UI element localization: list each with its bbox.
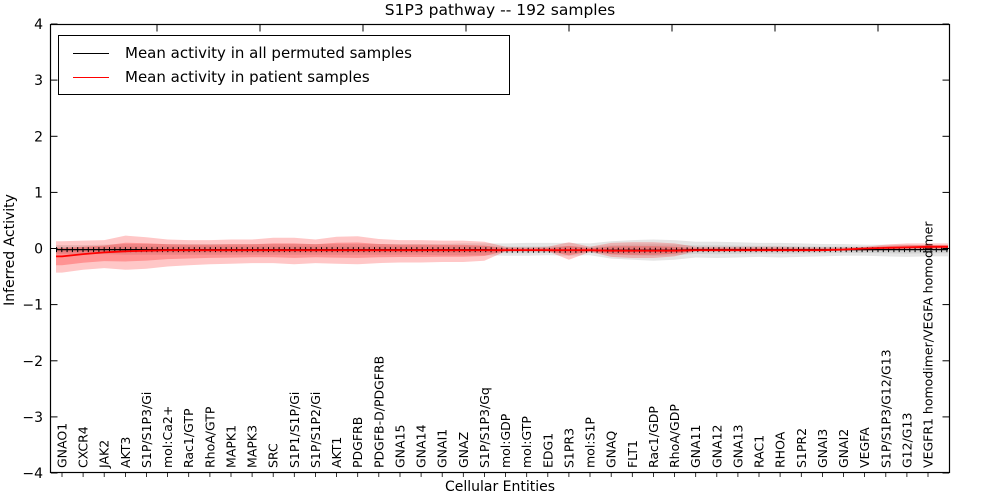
y-tick-labels: −4 −3 −2 −1 0 1 2 3 4 (22, 17, 43, 482)
x-tick-label: MAPK3 (245, 425, 260, 468)
patient-band-outer (56, 235, 948, 273)
x-tick-label: MAPK1 (223, 425, 238, 468)
x-tick-label: GNA13 (730, 425, 745, 469)
permuted-line-swatch (73, 52, 109, 54)
x-tick-label: RAC1 (752, 435, 767, 468)
x-tick-label: GNAO1 (55, 423, 70, 468)
axis-ticks (51, 23, 949, 477)
x-tick-label: GNAI3 (815, 429, 830, 468)
x-tick-label: RhoA/GTP (202, 406, 217, 468)
x-tick-label: mol:GDP (498, 413, 513, 468)
x-tick-label: RHOA (773, 431, 788, 468)
legend-label-permuted: Mean activity in all permuted samples (125, 44, 412, 62)
x-tick-label: S1P1/S1P/Gi (287, 392, 302, 468)
x-tick-label: mol:GTP (519, 416, 534, 468)
y-tick-label: 0 (34, 242, 43, 258)
x-tick-label: GNA12 (709, 425, 724, 469)
x-tick-label: AKT1 (329, 437, 344, 468)
chart-title: S1P3 pathway -- 192 samples (384, 1, 616, 19)
x-tick-label: S1P/S1P2/Gi (308, 392, 323, 468)
x-tick-label: EDG1 (540, 433, 555, 468)
legend-label-patient: Mean activity in patient samples (125, 68, 370, 86)
x-tick-label: S1P/S1P3/Gi (139, 392, 154, 468)
x-tick-label: S1P/S1P3/Gq (477, 387, 492, 468)
x-tick-label: GNA11 (688, 425, 703, 469)
x-tick-label: S1P/S1P3/G12/G13 (878, 349, 893, 468)
y-tick-label: 1 (34, 185, 43, 201)
x-tick-label: GNAQ (604, 431, 619, 468)
x-axis-label: Cellular Entities (444, 479, 556, 495)
y-tick-label: −4 (22, 466, 43, 482)
x-category-labels: GNAO1 CXCR4 JAK2 AKT3 S1P/S1P3/Gi mol:Ca2+ Rac… (55, 221, 936, 469)
x-tick-label: GNAI2 (836, 429, 851, 468)
legend-item-permuted: Mean activity in all permuted samples (73, 44, 509, 62)
x-tick-label: JAK2 (97, 440, 112, 469)
x-tick-label: Rac1/GTP (181, 408, 196, 468)
axis-frame (49, 23, 951, 474)
x-tick-label: RhoA/GDP (667, 404, 682, 468)
y-tick-label: 2 (34, 129, 43, 145)
x-tick-label: FLT1 (625, 440, 640, 468)
x-tick-label: GNAZ (456, 432, 471, 468)
x-tick-label: GNA15 (392, 425, 407, 469)
y-tick-label: −3 (22, 410, 43, 426)
x-tick-label: GNA14 (414, 424, 429, 468)
x-tick-label: GNAI1 (435, 429, 450, 468)
x-tick-label: mol:Ca2+ (160, 406, 175, 468)
x-tick-label: Rac1/GDP (646, 406, 661, 468)
x-tick-label: S1PR3 (561, 428, 576, 468)
legend: Mean activity in all permuted samples Me… (58, 35, 510, 95)
x-tick-label: G12/G13 (899, 413, 914, 468)
y-tick-label: 3 (34, 73, 43, 89)
patient-line-swatch (73, 76, 109, 78)
x-tick-label: mol:S1P (583, 417, 598, 468)
x-tick-label: PDGFRB (350, 417, 365, 468)
y-tick-label: −2 (22, 354, 43, 370)
x-tick-label: VEGFR1 homodimer/VEGFA homodimer (921, 221, 936, 468)
x-tick-label: CXCR4 (76, 426, 91, 468)
x-tick-label: S1PR2 (794, 428, 809, 468)
legend-item-patient: Mean activity in patient samples (73, 68, 509, 86)
x-tick-label: SRC (266, 443, 281, 468)
x-tick-label: VEGFA (857, 427, 872, 468)
y-tick-label: −1 (22, 298, 43, 314)
y-tick-label: 4 (34, 17, 43, 33)
x-tick-label: AKT3 (118, 437, 133, 468)
patient-mean-line (56, 245, 948, 258)
x-tick-label: PDGFB-D/PDGFRB (371, 356, 386, 468)
